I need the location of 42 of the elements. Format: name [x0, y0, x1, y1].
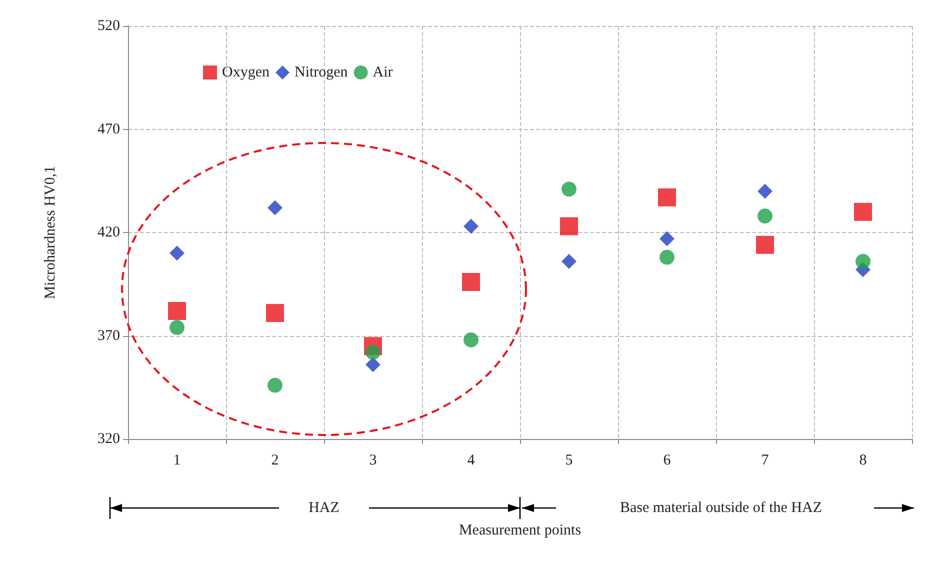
point	[756, 236, 774, 254]
x-tick-label: 3	[369, 452, 377, 468]
x-axis-title: Measurement points	[458, 522, 582, 538]
point	[758, 184, 772, 199]
point	[562, 182, 576, 197]
y-axis-title: Microhardness HV0,1	[42, 166, 58, 300]
point	[758, 208, 772, 224]
point	[462, 273, 480, 292]
y-tick-label: 370	[98, 328, 120, 344]
text: HAZ	[308, 500, 340, 516]
x-tick-label: 4	[467, 452, 476, 468]
legend-label: Air	[372, 64, 393, 80]
x-tick-label: 1	[173, 452, 181, 468]
point	[464, 332, 478, 348]
point	[660, 231, 674, 246]
point	[266, 304, 284, 322]
point	[268, 200, 282, 216]
x-tick-label: 6	[663, 452, 672, 468]
point	[660, 250, 674, 265]
point	[560, 217, 578, 236]
point	[854, 202, 872, 221]
legend-label: Oxygen	[222, 64, 270, 80]
point	[168, 302, 186, 320]
point	[366, 344, 380, 360]
x-tick-label: 2	[271, 452, 279, 468]
point	[562, 254, 576, 269]
point	[170, 320, 184, 335]
y-tick-label: 320	[98, 431, 120, 447]
text: Base material outside of the HAZ	[620, 500, 822, 516]
point	[366, 357, 380, 372]
x-tick-label: 7	[761, 452, 770, 468]
x-tick-label: 8	[859, 452, 867, 468]
y-tick-label: 470	[98, 121, 120, 138]
point	[170, 246, 184, 261]
legend-label: Nitrogen	[294, 64, 348, 80]
y-tick-label: 520	[98, 18, 120, 34]
point	[658, 188, 676, 206]
point	[856, 254, 870, 269]
point	[268, 378, 282, 393]
point	[464, 218, 478, 234]
y-tick-label: 420	[98, 224, 120, 240]
x-tick-label: 5	[565, 452, 573, 468]
